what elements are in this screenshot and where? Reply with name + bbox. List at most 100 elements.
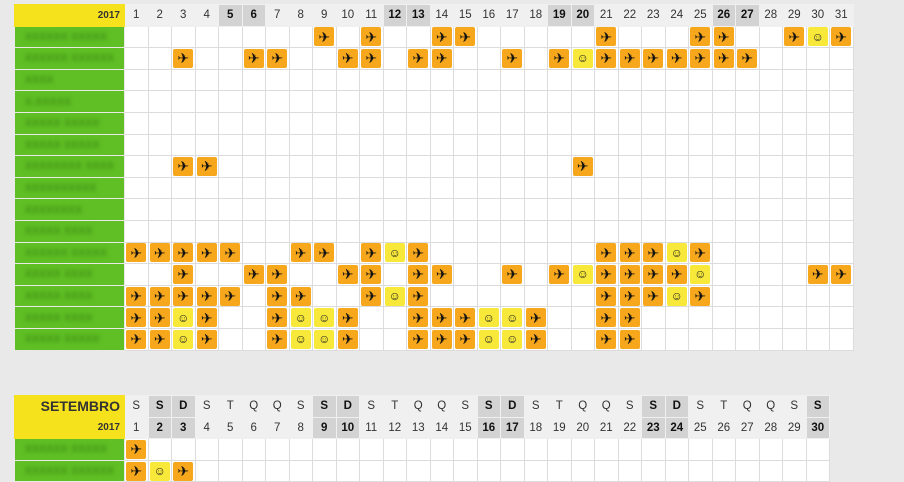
day-cell[interactable]: ✈ (265, 327, 290, 351)
airplane-icon[interactable]: ✈ (807, 264, 828, 284)
day-cell[interactable] (664, 155, 689, 178)
day-cell[interactable] (641, 133, 666, 157)
day-cell[interactable] (476, 241, 501, 265)
day-cell[interactable] (147, 438, 172, 461)
day-cell[interactable] (335, 68, 360, 92)
day-cell[interactable] (312, 133, 337, 157)
day-cell[interactable] (194, 219, 219, 243)
day-cell[interactable] (758, 219, 783, 243)
day-cell[interactable]: ✈ (453, 306, 478, 329)
day-cell[interactable] (382, 90, 407, 113)
day-cell[interactable] (147, 25, 172, 49)
day-cell[interactable] (735, 68, 760, 92)
day-cell[interactable] (124, 263, 149, 286)
day-cell[interactable] (829, 133, 854, 157)
day-cell[interactable] (241, 68, 266, 92)
day-cell[interactable]: ☺ (664, 241, 689, 265)
airplane-icon[interactable]: ✈ (431, 27, 452, 47)
day-cell[interactable] (241, 111, 266, 135)
airplane-icon[interactable]: ✈ (173, 48, 194, 68)
day-cell[interactable]: ✈ (265, 47, 290, 70)
airplane-icon[interactable]: ✈ (290, 243, 311, 263)
day-cell[interactable] (805, 306, 830, 329)
day-cell[interactable]: ✈ (171, 284, 196, 308)
airplane-icon[interactable]: ✈ (690, 48, 711, 68)
pilot-cap-icon[interactable]: ☺ (173, 329, 194, 349)
day-cell[interactable] (735, 219, 760, 243)
airplane-icon[interactable]: ✈ (361, 48, 382, 68)
day-cell[interactable] (523, 459, 548, 482)
pilot-cap-icon[interactable]: ☺ (314, 329, 335, 349)
airplane-icon[interactable]: ✈ (267, 286, 288, 306)
crew-name-cell[interactable]: XXXXX XXXX (14, 263, 125, 286)
airplane-icon[interactable]: ✈ (596, 308, 617, 328)
day-cell[interactable]: ✈ (124, 306, 149, 329)
day-cell[interactable] (594, 459, 619, 482)
pilot-cap-icon[interactable]: ☺ (290, 308, 311, 328)
day-cell[interactable]: ✈ (147, 284, 172, 308)
day-cell[interactable] (429, 133, 454, 157)
airplane-icon[interactable]: ✈ (502, 48, 523, 68)
airplane-icon[interactable]: ✈ (337, 48, 358, 68)
airplane-icon[interactable]: ✈ (173, 243, 194, 263)
day-cell[interactable] (617, 219, 642, 243)
airplane-icon[interactable]: ✈ (126, 329, 147, 349)
day-cell[interactable] (664, 438, 689, 461)
day-cell[interactable] (711, 459, 736, 482)
day-cell[interactable] (147, 198, 172, 221)
day-cell[interactable]: ✈ (359, 263, 384, 286)
airplane-icon[interactable]: ✈ (173, 264, 194, 284)
day-cell[interactable] (570, 198, 595, 221)
day-cell[interactable] (335, 90, 360, 113)
day-cell[interactable] (429, 155, 454, 178)
day-cell[interactable] (735, 306, 760, 329)
day-cell[interactable] (688, 198, 713, 221)
day-cell[interactable] (829, 284, 854, 308)
airplane-icon[interactable]: ✈ (831, 27, 852, 47)
day-cell[interactable]: ✈ (453, 25, 478, 49)
day-cell[interactable] (312, 68, 337, 92)
day-cell[interactable] (476, 459, 501, 482)
pilot-cap-icon[interactable]: ☺ (290, 329, 311, 349)
day-cell[interactable]: ✈ (194, 306, 219, 329)
airplane-icon[interactable]: ✈ (290, 286, 311, 306)
day-cell[interactable]: ✈ (711, 47, 736, 70)
day-cell[interactable]: ✈ (594, 263, 619, 286)
day-cell[interactable]: ✈ (523, 327, 548, 351)
day-cell[interactable] (218, 25, 243, 49)
airplane-icon[interactable]: ✈ (737, 48, 758, 68)
day-cell[interactable] (735, 25, 760, 49)
day-cell[interactable] (711, 438, 736, 461)
day-cell[interactable] (758, 90, 783, 113)
day-cell[interactable] (500, 111, 525, 135)
airplane-icon[interactable]: ✈ (149, 308, 170, 328)
day-cell[interactable] (711, 176, 736, 200)
day-cell[interactable]: ✈ (335, 327, 360, 351)
day-cell[interactable] (805, 47, 830, 70)
day-cell[interactable]: ✈ (594, 284, 619, 308)
day-cell[interactable] (782, 198, 807, 221)
day-cell[interactable] (382, 133, 407, 157)
day-cell[interactable]: ✈ (500, 47, 525, 70)
airplane-icon[interactable]: ✈ (408, 48, 429, 68)
day-cell[interactable] (500, 68, 525, 92)
day-cell[interactable] (194, 47, 219, 70)
day-cell[interactable] (594, 438, 619, 461)
airplane-icon[interactable]: ✈ (243, 264, 264, 284)
day-cell[interactable] (500, 90, 525, 113)
airplane-icon[interactable]: ✈ (431, 48, 452, 68)
day-cell[interactable] (664, 90, 689, 113)
airplane-icon[interactable]: ✈ (596, 264, 617, 284)
day-cell[interactable] (664, 198, 689, 221)
airplane-icon[interactable]: ✈ (126, 308, 147, 328)
day-cell[interactable] (147, 47, 172, 70)
day-cell[interactable] (782, 459, 807, 482)
day-cell[interactable] (335, 241, 360, 265)
day-cell[interactable] (641, 327, 666, 351)
day-cell[interactable] (312, 438, 337, 461)
day-cell[interactable] (829, 90, 854, 113)
day-cell[interactable] (500, 241, 525, 265)
day-cell[interactable] (500, 155, 525, 178)
pilot-cap-icon[interactable]: ☺ (384, 243, 405, 263)
day-cell[interactable] (711, 284, 736, 308)
